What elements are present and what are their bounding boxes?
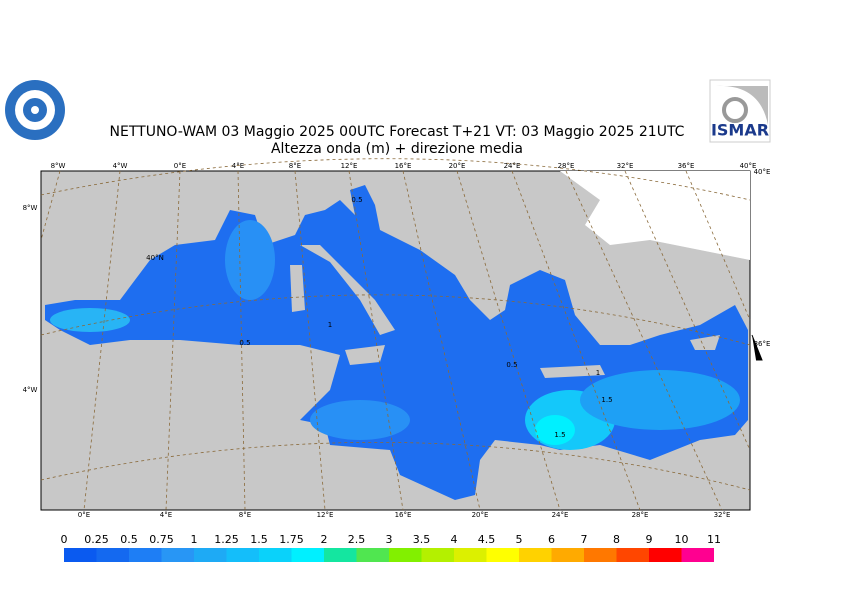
legend-label: 0.75 (149, 533, 174, 546)
map-labels: 8°W 4°W 0°E 4°E 8°E 12°E 16°E 20°E 24°E 28°E 32°E 3… (23, 162, 771, 519)
contour-label: 1.5 (601, 396, 612, 404)
legend-swatch (519, 548, 552, 562)
top-label: 8°E (289, 162, 301, 170)
legend-swatch (356, 548, 389, 562)
legend-label: 1.25 (214, 533, 239, 546)
legend-swatch (616, 548, 649, 562)
legend-label: 7 (581, 533, 588, 546)
bottom-label: 12°E (317, 511, 334, 519)
bottom-label: 32°E (714, 511, 731, 519)
legend-swatch (454, 548, 487, 562)
legend-swatch (64, 548, 97, 562)
legend-label: 5 (516, 533, 523, 546)
legend-label: 4.5 (478, 533, 496, 546)
legend-swatch (161, 548, 194, 562)
legend-label: 11 (707, 533, 721, 546)
top-label: 20°E (449, 162, 466, 170)
legend-label: 0.25 (84, 533, 109, 546)
legend-swatch (681, 548, 714, 562)
legend-swatch (291, 548, 324, 562)
legend-label: 1 (191, 533, 198, 546)
bottom-label: 16°E (395, 511, 412, 519)
legend-label: 10 (675, 533, 689, 546)
top-label: 40°E (740, 162, 757, 170)
top-label: 24°E (504, 162, 521, 170)
legend-swatch (259, 548, 292, 562)
right-label: 36°E (754, 340, 771, 348)
top-label: 4°W (113, 162, 128, 170)
legend-swatch (649, 548, 682, 562)
contour-label: 1 (596, 369, 600, 377)
bottom-label: 0°E (78, 511, 90, 519)
bottom-label: 8°E (239, 511, 251, 519)
top-label: 16°E (395, 162, 412, 170)
top-label: 4°E (232, 162, 244, 170)
legend-swatch (129, 548, 162, 562)
bottom-label: 4°E (160, 511, 172, 519)
inner-label: 40°N (146, 254, 164, 262)
legend-label: 1.75 (279, 533, 304, 546)
legend-label: 0 (61, 533, 68, 546)
legend-label: 9 (646, 533, 653, 546)
legend-swatch (389, 548, 422, 562)
bottom-label: 20°E (472, 511, 489, 519)
left-logo (5, 80, 65, 140)
top-label: 12°E (341, 162, 358, 170)
legend-label: 6 (548, 533, 555, 546)
legend-swatch (194, 548, 227, 562)
right-label: 40°E (754, 168, 771, 176)
contour-label: 1.5 (554, 431, 565, 439)
legend-label: 8 (613, 533, 620, 546)
legend-swatch (551, 548, 584, 562)
legend-swatch (584, 548, 617, 562)
left-label: 4°W (23, 386, 38, 394)
legend-swatch (486, 548, 519, 562)
logo-text: ISMAR (711, 121, 769, 140)
legend-label: 2.5 (348, 533, 366, 546)
legend-label: 3 (386, 533, 393, 546)
contour-label: 0.5 (351, 196, 362, 204)
legend-label: 0.5 (120, 533, 138, 546)
legend: 0 0.25 0.5 0.75 1 1.25 1.5 1.75 2 2.5 3 3.5 4 4.5 5 6 7 8… (61, 533, 721, 562)
top-label: 32°E (617, 162, 634, 170)
bottom-label: 24°E (552, 511, 569, 519)
contour-label: 0.5 (239, 339, 250, 347)
contour-label: 1 (328, 321, 332, 329)
right-logo: ISMAR (709, 79, 771, 143)
legend-swatch (324, 548, 357, 562)
legend-swatch (226, 548, 259, 562)
bottom-label: 28°E (632, 511, 649, 519)
legend-swatch (96, 548, 129, 562)
top-label: 28°E (558, 162, 575, 170)
title: NETTUNO-WAM 03 Maggio 2025 00UTC Forecas… (110, 124, 685, 140)
top-label: 8°W (51, 162, 66, 170)
legend-label: 4 (451, 533, 458, 546)
legend-label: 1.5 (250, 533, 268, 546)
contour-label: 0.5 (506, 361, 517, 369)
map (40, 158, 763, 511)
left-label: 8°W (23, 204, 38, 212)
legend-label: 2 (321, 533, 328, 546)
top-label: 36°E (678, 162, 695, 170)
legend-label: 3.5 (413, 533, 431, 546)
legend-swatch (421, 548, 454, 562)
top-label: 0°E (174, 162, 186, 170)
subtitle: Altezza onda (m) + direzione media (271, 141, 523, 157)
